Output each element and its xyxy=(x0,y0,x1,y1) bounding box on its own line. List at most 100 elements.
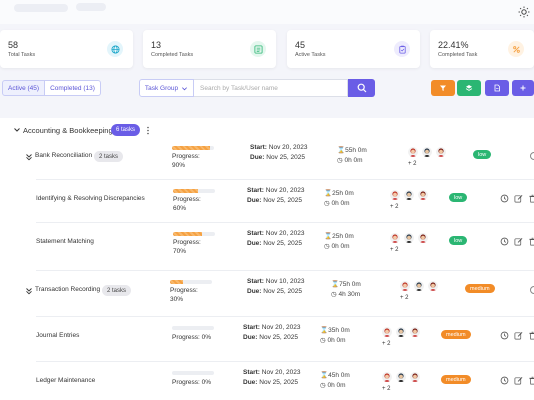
stat-card: 13 Completed Tasks xyxy=(143,30,276,68)
history-icon[interactable] xyxy=(500,331,509,340)
theme-toggle-icon[interactable] xyxy=(518,6,530,18)
avatar[interactable] xyxy=(390,233,400,243)
edit-icon[interactable] xyxy=(514,237,523,246)
plus-button[interactable] xyxy=(512,80,534,96)
avatar[interactable] xyxy=(428,281,438,291)
filter-icon xyxy=(439,84,447,92)
avatar[interactable] xyxy=(414,281,424,291)
search-placeholder: Search by Task/User name xyxy=(200,84,278,92)
expand-circle-icon[interactable] xyxy=(530,152,534,160)
delete-icon[interactable] xyxy=(528,237,534,246)
hourglass-icon: ⌛ xyxy=(324,233,333,240)
task-name[interactable]: Bank Reconciliation xyxy=(35,152,93,159)
task-dates: Start: Nov 20, 2023 Due: Nov 25, 2025 xyxy=(243,369,301,386)
avatar[interactable] xyxy=(404,233,414,243)
time-tracking: ⌛75h 0m ◷ 4h 30m xyxy=(331,281,361,298)
layers-icon xyxy=(465,84,473,92)
time-tracking: ⌛25h 0m ◷ 0h 0m xyxy=(324,190,354,207)
filter-button[interactable] xyxy=(431,80,455,96)
more-assignees[interactable]: + 2 xyxy=(390,247,399,253)
expand-circle-icon[interactable] xyxy=(530,286,534,294)
history-icon[interactable] xyxy=(500,194,509,203)
priority-badge: medium xyxy=(441,375,471,384)
status-tabs: Active (45) Completed (13) xyxy=(2,80,101,96)
edit-icon[interactable] xyxy=(514,194,523,203)
search-input[interactable]: Search by Task/User name xyxy=(194,79,348,97)
list-check-icon xyxy=(250,41,266,57)
row-actions xyxy=(500,237,534,246)
task-dates: Start: Nov 20, 2023 Due: Nov 25, 2025 xyxy=(247,230,305,247)
task-group-dropdown[interactable]: Task Group xyxy=(139,79,194,97)
progress-text: Progress: 30% xyxy=(170,287,198,303)
search-button[interactable] xyxy=(348,79,375,97)
delete-icon[interactable] xyxy=(528,194,534,203)
more-assignees[interactable]: + 2 xyxy=(400,295,409,301)
more-assignees[interactable]: + 2 xyxy=(408,161,417,167)
task-dates: Start: Nov 20, 2023 Due: Nov 25, 2025 xyxy=(250,144,308,161)
double-chevron-down-icon[interactable] xyxy=(25,153,33,161)
clipboard-icon xyxy=(394,41,410,57)
row-divider xyxy=(36,316,534,317)
plus-icon xyxy=(519,84,527,92)
document-icon xyxy=(493,84,501,92)
search-icon xyxy=(357,83,366,93)
more-assignees[interactable]: + 2 xyxy=(382,341,391,347)
task-name[interactable]: Statement Matching xyxy=(36,238,94,245)
clock-icon: ◷ xyxy=(337,157,343,164)
row-actions xyxy=(500,376,534,385)
assignee-avatars xyxy=(382,372,420,382)
task-dates: Start: Nov 20, 2023 Due: Nov 25, 2025 xyxy=(247,187,305,204)
row-divider xyxy=(36,179,534,180)
blurred-header-text xyxy=(14,4,68,12)
tab-active[interactable]: Active (45) xyxy=(2,80,46,96)
layers-button[interactable] xyxy=(457,80,481,96)
edit-icon[interactable] xyxy=(514,376,523,385)
edit-icon[interactable] xyxy=(514,331,523,340)
blurred-header-text xyxy=(76,3,106,11)
avatar[interactable] xyxy=(436,147,446,157)
stat-value: 45 xyxy=(295,40,306,50)
avatar[interactable] xyxy=(400,281,410,291)
more-assignees[interactable]: + 2 xyxy=(382,386,391,392)
avatar[interactable] xyxy=(410,372,420,382)
clock-icon: ◷ xyxy=(320,337,326,344)
stat-value: 22.41% xyxy=(438,40,469,50)
avatar[interactable] xyxy=(404,190,414,200)
stat-card: 58 Total Tasks xyxy=(0,30,133,68)
hourglass-icon: ⌛ xyxy=(331,281,340,288)
task-name[interactable]: Transaction Recording xyxy=(35,286,101,293)
top-bar xyxy=(0,0,534,24)
history-icon[interactable] xyxy=(500,376,509,385)
collapse-chevron-icon[interactable] xyxy=(13,126,21,134)
avatar[interactable] xyxy=(418,233,428,243)
more-assignees[interactable]: + 2 xyxy=(390,204,399,210)
priority-badge: low xyxy=(449,193,468,202)
hourglass-icon: ⌛ xyxy=(320,372,329,379)
row-divider xyxy=(36,222,534,223)
delete-icon[interactable] xyxy=(528,376,534,385)
avatar[interactable] xyxy=(422,147,432,157)
subtask-count-badge: 2 tasks xyxy=(94,151,124,162)
delete-icon[interactable] xyxy=(528,331,534,340)
task-group-label: Task Group xyxy=(144,84,179,92)
progress-bar xyxy=(170,280,212,284)
history-icon[interactable] xyxy=(500,237,509,246)
avatar[interactable] xyxy=(396,372,406,382)
document-button[interactable] xyxy=(485,80,509,96)
tab-completed[interactable]: Completed (13) xyxy=(45,80,101,96)
more-options-icon[interactable] xyxy=(145,126,151,135)
stat-card: 45 Active Tasks xyxy=(287,30,420,68)
avatar[interactable] xyxy=(390,190,400,200)
avatar[interactable] xyxy=(382,372,392,382)
task-name[interactable]: Ledger Maintenance xyxy=(36,377,96,384)
double-chevron-down-icon[interactable] xyxy=(25,287,33,295)
avatar[interactable] xyxy=(410,327,420,337)
clock-icon: ◷ xyxy=(324,200,330,207)
task-name[interactable]: Journal Entries xyxy=(36,332,80,339)
avatar[interactable] xyxy=(408,147,418,157)
task-name[interactable]: Identifying & Resolving Discrepancies xyxy=(36,195,145,202)
avatar[interactable] xyxy=(418,190,428,200)
avatar[interactable] xyxy=(396,327,406,337)
avatar[interactable] xyxy=(382,327,392,337)
priority-badge: low xyxy=(449,236,468,245)
